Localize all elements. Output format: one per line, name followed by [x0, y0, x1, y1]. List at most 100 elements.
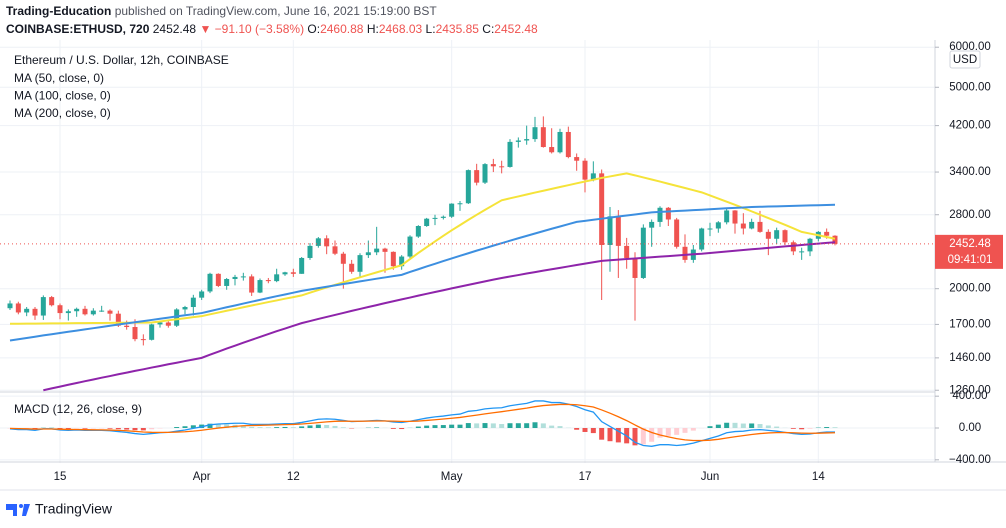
- y-tick-label: 1260.00: [949, 384, 991, 396]
- macd-histogram-bar: [399, 428, 405, 430]
- x-tick-label: 12: [287, 471, 300, 483]
- y-tick-label: 5000.00: [949, 81, 991, 93]
- macd-histogram-bar: [515, 423, 521, 428]
- candle-body: [132, 327, 138, 340]
- y-tick-label: 400.00: [952, 390, 987, 402]
- macd-title: MACD (12, 26, close, 9): [14, 402, 142, 416]
- candle-body: [357, 255, 363, 272]
- candle-body: [290, 272, 296, 274]
- candle-body: [407, 236, 413, 257]
- candle-body: [765, 231, 771, 239]
- candle-body: [465, 170, 471, 204]
- candle-body: [490, 164, 496, 167]
- macd-histogram-bar: [832, 427, 838, 428]
- candle-body: [440, 216, 446, 218]
- macd-histogram-bar: [499, 424, 505, 428]
- x-tick-label: Jun: [701, 471, 720, 483]
- candle-body: [524, 139, 530, 141]
- macd-histogram-bar: [149, 428, 155, 430]
- candle-body: [7, 303, 13, 309]
- ma-line: [43, 241, 836, 392]
- currency: USD: [953, 54, 977, 66]
- macd-histogram-bar: [240, 425, 246, 428]
- plot: [0, 116, 935, 447]
- candle-body: [340, 253, 346, 264]
- macd-histogram-bar: [249, 426, 255, 428]
- macd-histogram-bar: [324, 424, 330, 428]
- macd-histogram-bar: [274, 427, 280, 428]
- logo-shape: [6, 504, 15, 510]
- macd-histogram-bar: [724, 422, 730, 428]
- candle-body: [482, 164, 488, 183]
- candle-body: [557, 131, 563, 153]
- macd-histogram-bar: [415, 426, 421, 428]
- macd-histogram-bar: [532, 422, 538, 428]
- macd-histogram-bar: [107, 428, 113, 429]
- axes: 1260.00 1460.00 1700.00 2000.00 2800.00 3400.…: [54, 41, 1003, 483]
- candle-body: [649, 221, 655, 228]
- macd-histogram-bar: [740, 423, 746, 428]
- y-tick-label: 3400.00: [949, 166, 991, 178]
- macd-histogram-bar: [290, 427, 296, 428]
- candle-body: [299, 257, 305, 274]
- candle-body: [324, 238, 330, 247]
- macd-histogram-bar: [482, 423, 488, 428]
- price: 2452.48: [153, 22, 197, 36]
- macd-histogram-bar: [590, 428, 596, 434]
- macd-histogram-bar: [57, 428, 63, 429]
- macd-histogram-bar: [115, 428, 121, 430]
- candle-body: [374, 248, 380, 253]
- macd-histogram-bar: [757, 424, 763, 428]
- macd-histogram-bar: [307, 425, 313, 428]
- candle-body: [640, 227, 646, 278]
- candle-body: [157, 322, 163, 325]
- candle-body: [599, 173, 605, 245]
- macd-histogram-bar: [224, 424, 230, 428]
- candle-body: [332, 246, 338, 254]
- macd-histogram-bar: [182, 426, 188, 428]
- macd-histogram-bar: [807, 428, 813, 429]
- candle-body: [682, 246, 688, 260]
- change: ▼ −91.10 (−3.58%): [199, 22, 304, 36]
- candle-body: [282, 272, 288, 275]
- candle-body: [757, 221, 763, 232]
- macd-histogram-bar: [715, 424, 721, 428]
- legend-entry: MA (100, close, 0): [14, 89, 111, 103]
- macd-histogram-bar: [332, 425, 338, 428]
- macd-histogram-bar: [690, 428, 696, 431]
- macd-histogram-bar: [732, 422, 738, 428]
- header-line: Trading-Education published on TradingVi…: [6, 4, 437, 18]
- candle-body: [457, 203, 463, 205]
- ohlc-value: 2452.48: [494, 22, 538, 36]
- ma-line: [10, 172, 836, 325]
- ohlc-value: 2460.88: [320, 22, 364, 36]
- candle-body: [165, 322, 171, 326]
- candle-body: [65, 311, 71, 314]
- candle-body: [774, 230, 780, 239]
- macd-histogram-bar: [315, 424, 321, 428]
- macd-histogram-bar: [449, 424, 455, 428]
- candle-body: [15, 303, 21, 313]
- candle-body: [607, 216, 613, 245]
- candle-body: [499, 166, 505, 168]
- candle-body: [207, 273, 213, 292]
- candle-body: [590, 173, 596, 180]
- macd-histogram-bar: [790, 428, 796, 429]
- candle-body: [199, 291, 205, 298]
- macd-histogram-bar: [90, 428, 96, 429]
- candle-body: [699, 228, 705, 250]
- candle-body: [140, 339, 146, 341]
- candle-body: [182, 307, 188, 310]
- candle-body: [582, 160, 588, 180]
- countdown: 09:41:01: [948, 254, 993, 266]
- macd-histogram-bar: [282, 426, 288, 428]
- macd-histogram-bar: [799, 428, 805, 430]
- y-tick-label: −400.00: [949, 454, 991, 466]
- candle-body: [632, 257, 638, 278]
- macd-histogram-bar: [774, 426, 780, 428]
- macd-histogram-bar: [465, 423, 471, 428]
- candle-body: [449, 203, 455, 217]
- candle-body: [424, 218, 430, 227]
- logo-shape: [19, 504, 23, 508]
